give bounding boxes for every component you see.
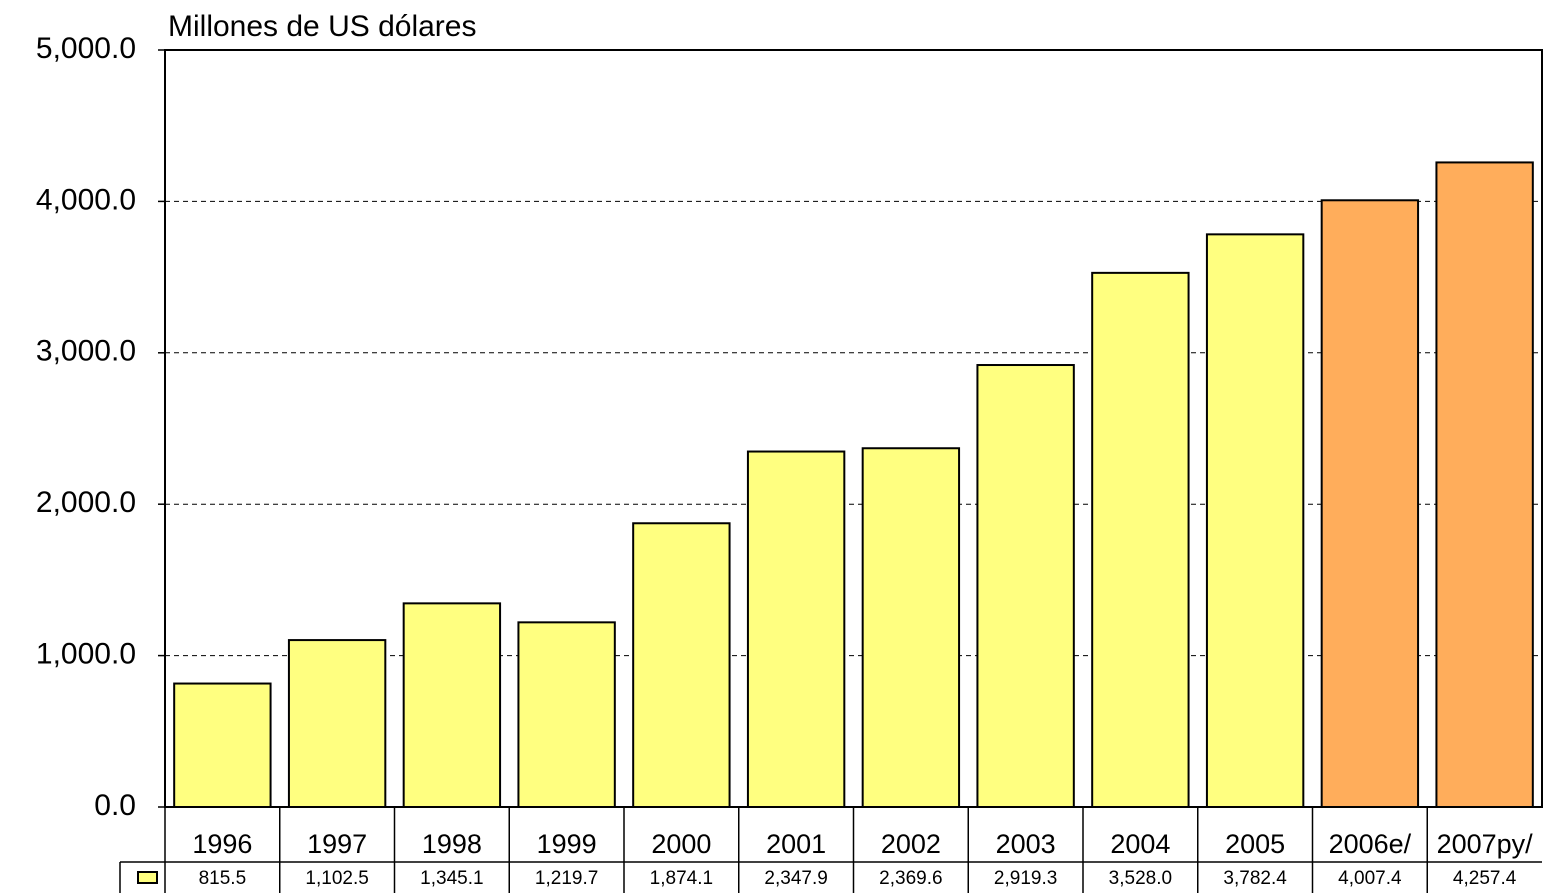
x-tick-label: 2005 bbox=[1225, 829, 1285, 859]
x-tick-label: 2007py/ bbox=[1437, 829, 1534, 859]
table-value: 4,257.4 bbox=[1453, 868, 1517, 889]
x-tick-label: 2004 bbox=[1110, 829, 1170, 859]
x-tick-label: 2002 bbox=[881, 829, 941, 859]
bar bbox=[287, 639, 387, 808]
table-value: 2,369.6 bbox=[879, 868, 942, 889]
table-value: 1,345.1 bbox=[420, 868, 483, 889]
y-tick-label: 2,000.0 bbox=[36, 486, 136, 519]
table-value: 815.5 bbox=[199, 868, 247, 889]
table-value: 1,219.7 bbox=[535, 868, 598, 889]
x-tick-label: 1998 bbox=[422, 829, 482, 859]
table-value: 1,102.5 bbox=[305, 868, 368, 889]
table-value: 2,919.3 bbox=[994, 868, 1057, 889]
bar bbox=[1091, 271, 1190, 809]
y-tick-label: 0.0 bbox=[94, 789, 136, 822]
x-tick-label: 2001 bbox=[766, 829, 826, 859]
bar bbox=[746, 450, 846, 808]
x-tick-label: 2000 bbox=[651, 829, 711, 859]
bar bbox=[1435, 161, 1534, 809]
y-tick-label: 3,000.0 bbox=[36, 335, 136, 368]
bar bbox=[861, 447, 961, 808]
table-value: 2,347.9 bbox=[764, 868, 827, 889]
bar bbox=[632, 522, 731, 808]
table-value: 1,874.1 bbox=[650, 868, 713, 889]
y-axis-label: Millones de US dólares bbox=[168, 10, 476, 43]
plot-border bbox=[164, 49, 1543, 808]
x-tick-label: 1999 bbox=[537, 829, 597, 859]
plot-area bbox=[165, 50, 1542, 807]
table-value: 4,007.4 bbox=[1338, 868, 1402, 889]
x-tick-label: 2003 bbox=[996, 829, 1056, 859]
y-tick-label: 1,000.0 bbox=[36, 638, 136, 671]
x-tick-label: 1997 bbox=[307, 829, 367, 859]
table-value: 3,782.4 bbox=[1223, 868, 1287, 889]
y-tick-label: 5,000.0 bbox=[36, 32, 136, 65]
legend-key bbox=[137, 871, 158, 884]
x-tick-label: 1996 bbox=[192, 829, 252, 859]
bar bbox=[173, 682, 272, 809]
bar bbox=[402, 602, 502, 809]
bar bbox=[1205, 233, 1305, 808]
bar bbox=[517, 621, 616, 808]
table-value: 3,528.0 bbox=[1109, 868, 1172, 889]
y-tick-label: 4,000.0 bbox=[36, 183, 136, 216]
bar bbox=[976, 364, 1075, 808]
bar bbox=[1320, 199, 1420, 808]
x-tick-label: 2006e/ bbox=[1329, 829, 1412, 859]
